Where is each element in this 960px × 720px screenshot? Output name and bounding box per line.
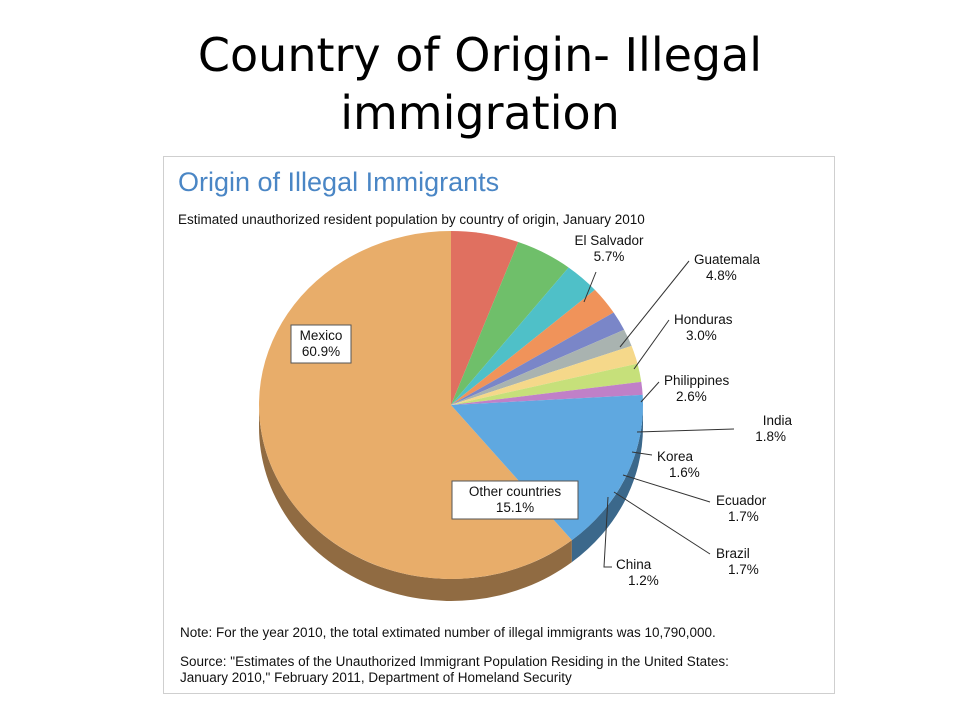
pie-top bbox=[259, 231, 643, 579]
pie-side-other-countries bbox=[571, 405, 643, 563]
label-name-china: China bbox=[616, 557, 652, 572]
leader-line-philippines bbox=[640, 381, 660, 403]
label-value-philippines: 2.6% bbox=[676, 389, 707, 404]
pie-slice-china bbox=[451, 381, 643, 405]
label-value-brazil: 1.7% bbox=[728, 562, 759, 577]
label-value-china: 1.2% bbox=[628, 573, 659, 588]
leader-line-brazil bbox=[613, 491, 711, 555]
label-name-mexico: Mexico bbox=[300, 328, 343, 343]
chart-source-line-1: Source: "Estimates of the Unauthorized I… bbox=[180, 654, 729, 669]
label-box-other-countries bbox=[451, 480, 579, 520]
label-value-guatemala: 4.8% bbox=[706, 268, 737, 283]
label-value-mexico: 60.9% bbox=[302, 344, 340, 359]
pie-side-mexico bbox=[259, 405, 572, 602]
label-value-other-countries: 15.1% bbox=[496, 500, 534, 515]
leader-line-korea bbox=[631, 451, 653, 456]
label-name-guatemala: Guatemala bbox=[694, 252, 761, 267]
pie-slice-brazil bbox=[451, 363, 642, 405]
chart-panel: Origin of Illegal Immigrants Estimated u… bbox=[163, 156, 835, 694]
leader-line-guatemala bbox=[619, 260, 690, 348]
pie-slice-el-salvador bbox=[451, 231, 519, 405]
label-name-ecuador: Ecuador bbox=[716, 493, 767, 508]
label-value-korea: 1.6% bbox=[669, 465, 700, 480]
chart-source-line-2: January 2010," February 2011, Department… bbox=[180, 670, 572, 685]
label-name-india: India bbox=[763, 413, 793, 428]
slide-title: Country of Origin- Illegal immigration bbox=[0, 26, 960, 142]
chart-source: Source: "Estimates of the Unauthorized I… bbox=[180, 654, 830, 686]
chart-title: Origin of Illegal Immigrants bbox=[178, 167, 500, 197]
slide-title-line-2: immigration bbox=[340, 86, 620, 140]
label-value-honduras: 3.0% bbox=[686, 328, 717, 343]
pie-slice-guatemala bbox=[451, 242, 569, 405]
chart-note: Note: For the year 2010, the total extim… bbox=[180, 625, 716, 640]
label-name-brazil: Brazil bbox=[716, 546, 750, 561]
pie-slice-philippines bbox=[451, 289, 614, 405]
slide-title-line-1: Country of Origin- Illegal bbox=[197, 28, 763, 82]
chart-subtitle: Estimated unauthorized resident populati… bbox=[178, 212, 645, 227]
pie-slice-honduras bbox=[451, 267, 595, 405]
label-name-el-salvador: El Salvador bbox=[574, 233, 644, 248]
leader-line-honduras bbox=[633, 319, 670, 370]
label-value-ecuador: 1.7% bbox=[728, 509, 759, 524]
leader-line-china bbox=[603, 496, 612, 568]
label-value-el-salvador: 5.7% bbox=[594, 249, 625, 264]
leader-line-el-salvador bbox=[583, 271, 597, 303]
label-name-other-countries: Other countries bbox=[469, 484, 562, 499]
pie-slice-india bbox=[451, 312, 625, 405]
label-name-korea: Korea bbox=[657, 449, 694, 464]
label-value-india: 1.8% bbox=[755, 429, 786, 444]
leader-line-ecuador bbox=[622, 474, 711, 503]
pie-side-walls bbox=[259, 405, 643, 602]
pie-slice-ecuador bbox=[451, 345, 638, 405]
label-name-honduras: Honduras bbox=[674, 312, 733, 327]
label-name-philippines: Philippines bbox=[664, 373, 730, 388]
pie-slice-korea bbox=[451, 329, 632, 405]
label-box-mexico bbox=[290, 324, 352, 364]
pie-slice-other-countries bbox=[451, 394, 643, 541]
leader-line-india bbox=[636, 428, 735, 433]
